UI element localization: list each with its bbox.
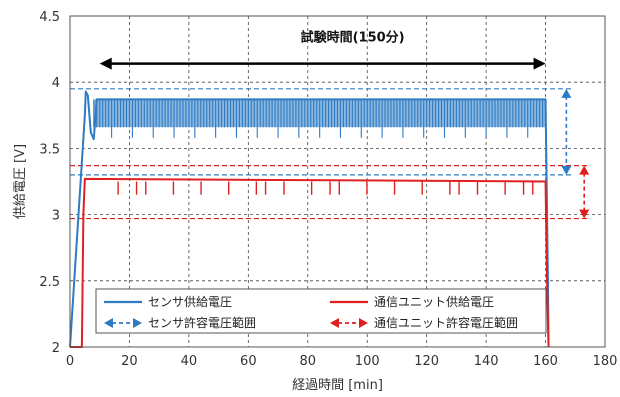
tolerance-range-head-bottom: [579, 209, 590, 219]
legend-swatch-head-left: [330, 318, 339, 328]
y-tick-label: 2: [52, 341, 60, 356]
x-tick-label: 140: [474, 354, 499, 369]
legend-entry: センサ供給電圧: [104, 295, 232, 309]
x-tick-label: 120: [414, 354, 439, 369]
test-duration-annotation: 試験時間(150分): [99, 30, 546, 70]
tolerance-range-head-top: [561, 88, 572, 98]
x-tick-label: 40: [181, 354, 198, 369]
x-tick-label: 100: [355, 354, 380, 369]
x-tick-label: 180: [593, 354, 618, 369]
tolerance-range-arrow: [561, 88, 572, 175]
legend-label: 通信ユニット供給電圧: [374, 295, 494, 309]
y-tick-label: 4: [52, 76, 60, 91]
legend-entry: 通信ユニット供給電圧: [330, 295, 494, 309]
data-series: [69, 90, 550, 348]
reference-lines: [70, 88, 591, 220]
legend-label: センサ供給電圧: [148, 295, 232, 309]
y-axis-title: 供給電圧 [V]: [13, 144, 28, 219]
y-tick-label: 4.5: [39, 10, 60, 25]
tolerance-range-head-bottom: [561, 165, 572, 175]
test-duration-arrow-head-left: [99, 57, 112, 70]
legend-swatch-head-right: [359, 318, 368, 328]
tolerance-range-arrow: [579, 165, 590, 219]
y-tick-label: 2.5: [39, 275, 60, 290]
sensor-voltage-band: [93, 99, 547, 138]
legend-label: センサ許容電圧範囲: [148, 315, 256, 330]
test-duration-arrow-head-right: [533, 57, 546, 70]
tolerance-range-head-top: [579, 165, 590, 175]
legend-swatch-head-left: [104, 318, 113, 328]
y-tick-label: 3: [52, 209, 60, 224]
legend-entry: 通信ユニット許容電圧範囲: [330, 315, 518, 330]
tick-labels: 0 20 40 60 80 100 120 140 160 180 2 2.5 3 3.5 4 4.5: [39, 10, 617, 369]
x-tick-label: 60: [240, 354, 257, 369]
x-axis-title: 経過時間 [min]: [292, 378, 383, 393]
legend-swatch-head-right: [133, 318, 142, 328]
x-tick-label: 160: [533, 354, 558, 369]
x-tick-label: 0: [66, 354, 74, 369]
legend-label: 通信ユニット許容電圧範囲: [374, 315, 518, 330]
x-tick-label: 20: [121, 354, 138, 369]
x-tick-label: 80: [300, 354, 317, 369]
legend-entry: センサ許容電圧範囲: [104, 315, 256, 330]
legend-box: [95, 288, 547, 334]
plot-frame: [69, 15, 606, 348]
tolerance-range-arrows: [561, 88, 590, 219]
sensor-voltage-line: [69, 90, 550, 348]
y-tick-label: 3.5: [39, 142, 60, 157]
comm-voltage-dips: [117, 181, 534, 195]
test-duration-label: 試験時間(150分): [301, 30, 405, 46]
